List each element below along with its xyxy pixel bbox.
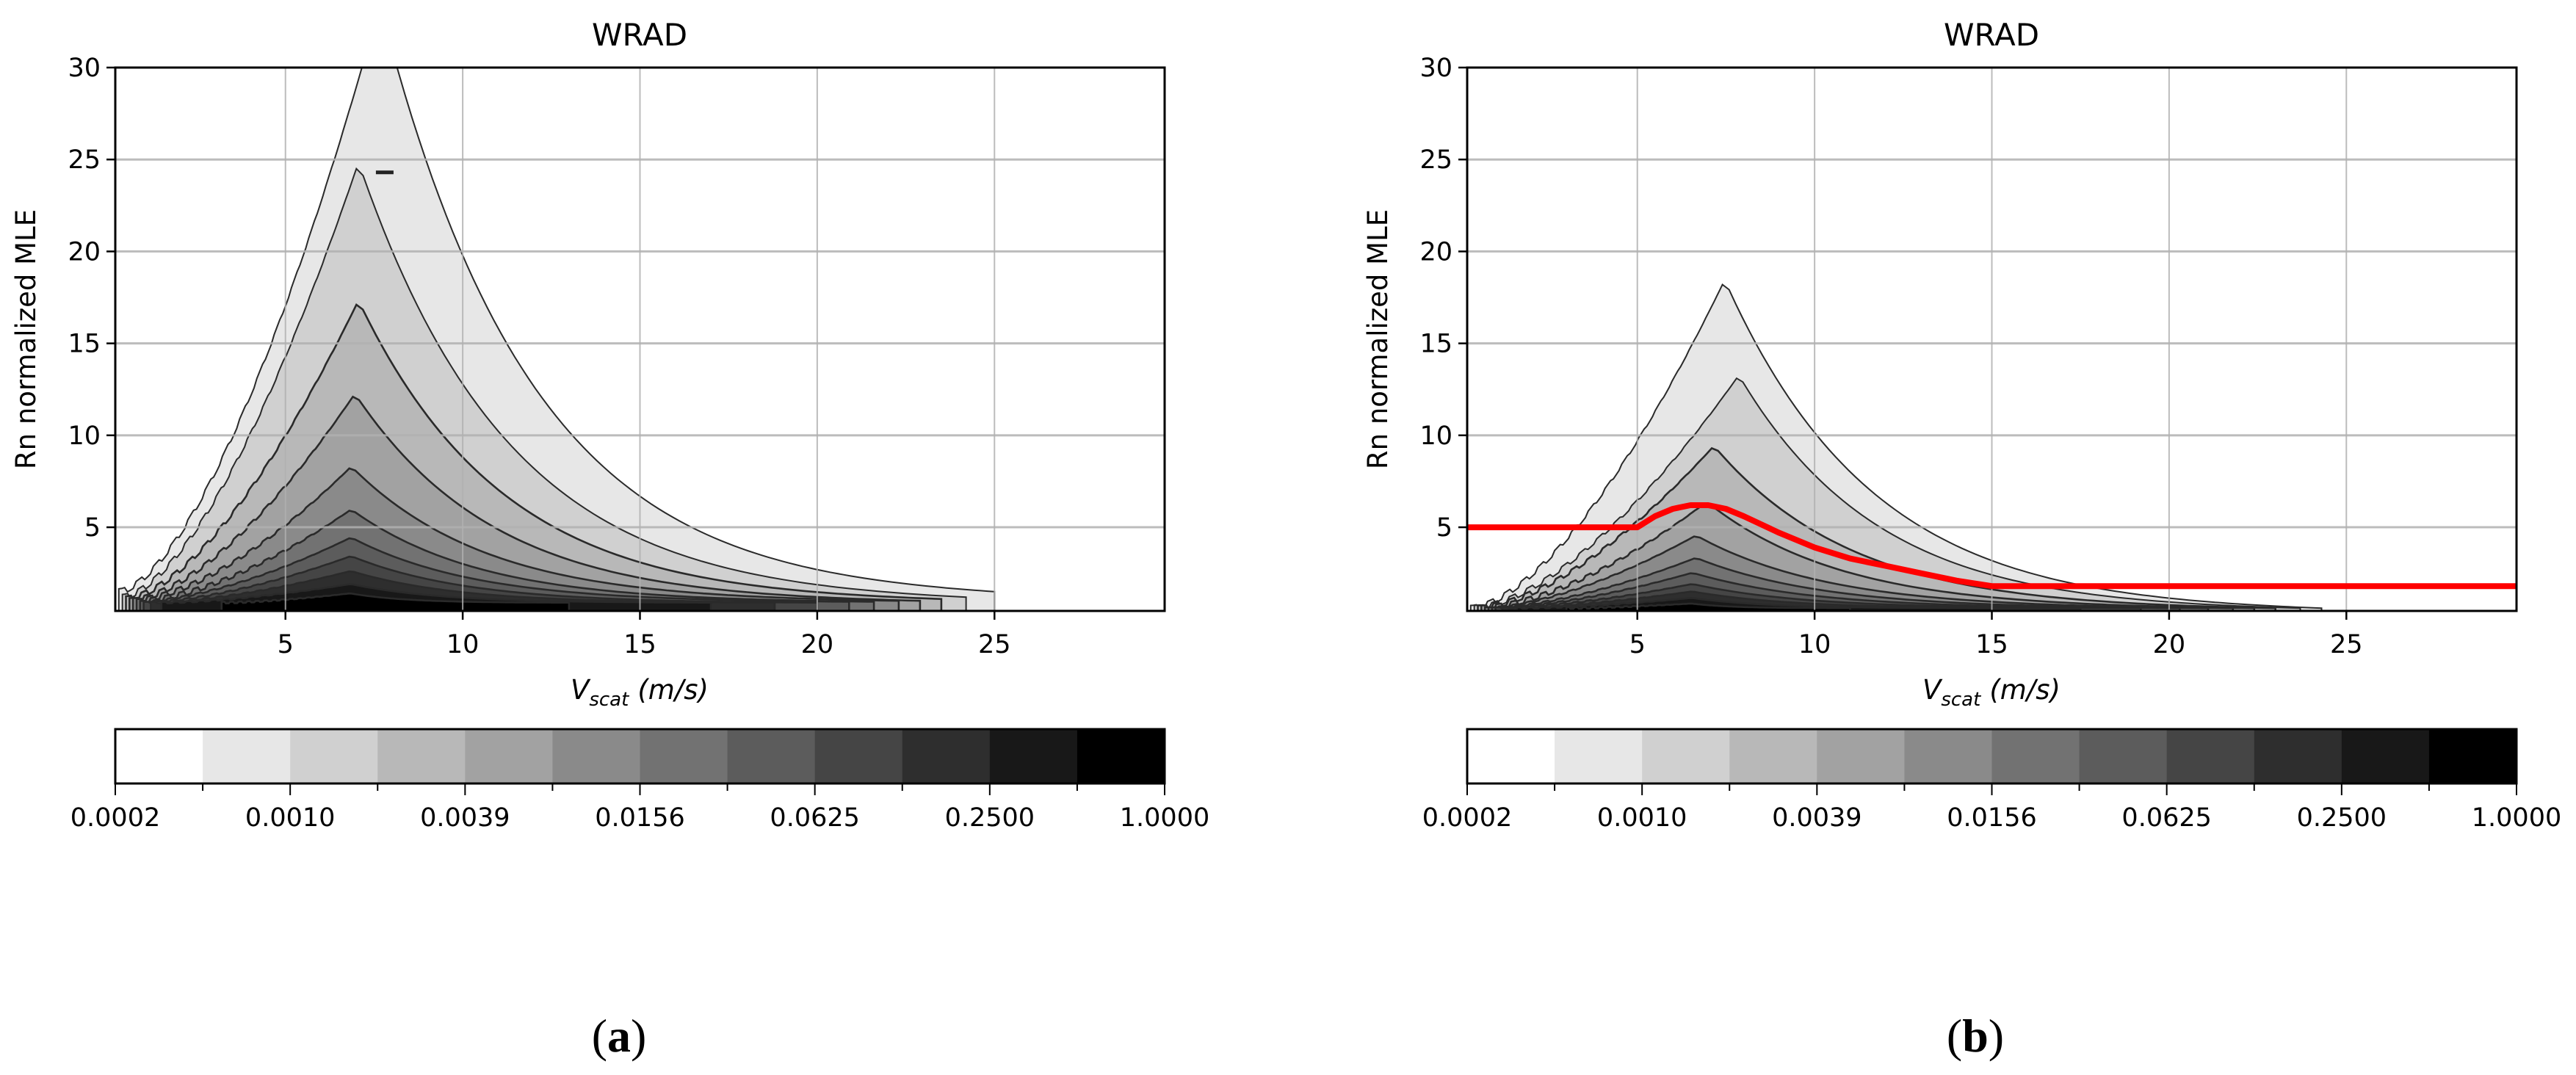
panel-caption: (b) [1947,1010,2004,1062]
y-tick-label: 10 [1419,421,1452,451]
x-tick-label: 10 [446,630,480,659]
colorbar-tick-label: 0.0039 [1772,803,1862,833]
y-tick-label: 30 [68,54,101,83]
colorbar-bin [1904,729,1992,783]
y-tick-label: 15 [1419,330,1452,359]
colorbar-bin [1077,729,1165,783]
colorbar-bin [1642,729,1730,783]
panel-b: WRAD 5 10 15 20 25 30 5 10 15 20 25 Rn normalized… [1362,17,2561,1062]
contour-fill [1469,283,2323,611]
colorbar-tick-label: 0.0156 [595,803,684,833]
colorbar-tick-label: 0.0002 [1422,803,1512,833]
panel-caption: (a) [592,1010,647,1062]
colorbar-tick-label: 0.0010 [245,803,335,833]
colorbar-tick-label: 0.0156 [1947,803,2036,833]
colorbar-bin [552,729,640,783]
colorbar-bin [2341,729,2430,783]
x-tick-label: 15 [1975,630,2008,659]
x-axis-label-main: V [1922,674,1943,706]
colorbar-bin [1729,729,1817,783]
y-tick-label: 10 [68,421,101,451]
x-tick-label: 25 [2330,630,2363,659]
x-tick-label: 5 [278,630,294,659]
y-tick-label: 20 [68,237,101,267]
colorbar-bin [2428,729,2517,783]
x-axis-label-unit: (m/s) [637,674,709,706]
overlay [1467,502,2517,590]
colorbar-bin [2079,729,2168,783]
colorbar-bin [814,729,903,783]
colorbar-bin [1467,729,1555,783]
x-axis-ticks: 5 10 15 20 25 [278,611,1011,659]
y-tick-label: 20 [1419,237,1452,267]
colorbar-bin [727,729,816,783]
y-axis-ticks: 5 10 15 20 25 30 [68,54,115,543]
colorbar-tick-label: 0.2500 [945,803,1035,833]
x-tick-label: 15 [623,630,656,659]
colorbar-tick-label: 0.0625 [770,803,859,833]
chart-title: WRAD [592,17,687,53]
colorbar-bin [1817,729,1905,783]
colorbar: 0.0002 0.0010 0.0039 0.0156 0.0625 0.2500 1.00… [70,728,1209,833]
y-axis-label: Rn normalized MLE [10,209,42,469]
caption-letter: a [607,1010,631,1062]
colorbar-tick-label: 0.0625 [2121,803,2211,833]
x-axis-label-unit: (m/s) [1989,674,2061,706]
colorbar-bin [203,729,291,783]
y-axis-ticks: 5 10 15 20 25 30 [1419,54,1467,543]
x-axis-label-main: V [571,674,591,706]
colorbar-bin [2166,729,2255,783]
colorbar-bin [290,729,378,783]
colorbar-bin [1991,729,2080,783]
x-axis-label-sub: scat [589,689,629,711]
x-tick-label: 25 [978,630,1011,659]
y-tick-label: 30 [1419,54,1452,83]
colorbar-bin [902,729,991,783]
x-axis-label: Vscat (m/s) [571,674,709,711]
y-tick-label: 5 [84,513,101,543]
x-axis-label-sub: scat [1941,689,1981,711]
colorbar-tick-label: 0.0039 [420,803,510,833]
x-tick-label: 10 [1798,630,1831,659]
colorbar-tick-label: 1.0000 [2472,803,2561,833]
x-tick-label: 20 [2153,630,2186,659]
contour-fill [117,68,996,611]
colorbar-bin [2254,729,2342,783]
y-tick-label: 5 [1436,513,1452,543]
y-tick-label: 25 [1419,145,1452,175]
colorbar-bin [115,729,203,783]
colorbar-bin [1555,729,1643,783]
colorbar-tick-label: 0.0002 [70,803,160,833]
grid-lines [1467,68,2517,611]
panel-a: WRAD 5 10 15 20 25 30 5 10 15 20 25 Rn normalized… [10,17,1209,1062]
caption-letter: b [1962,1010,1989,1062]
contour-band [220,592,571,611]
x-axis-ticks: 5 10 15 20 25 [1629,611,2363,659]
y-axis-label: Rn normalized MLE [1362,209,1394,469]
grid-lines [115,68,1165,611]
colorbar-tick-label: 0.0010 [1597,803,1687,833]
x-tick-label: 5 [1629,630,1646,659]
y-tick-label: 15 [68,330,101,359]
colorbar: 0.0002 0.0010 0.0039 0.0156 0.0625 0.2500 1.00… [1422,728,2561,833]
y-tick-label: 25 [68,145,101,175]
colorbar-tick-label: 0.2500 [2297,803,2387,833]
x-axis-label: Vscat (m/s) [1922,674,2061,711]
colorbar-bin [640,729,728,783]
colorbar-bin [377,729,466,783]
x-tick-label: 20 [801,630,834,659]
colorbar-bin [989,729,1078,783]
chart-title: WRAD [1944,17,2039,53]
colorbar-bin [465,729,553,783]
colorbar-tick-label: 1.0000 [1120,803,1209,833]
threshold-line [1467,502,2517,590]
